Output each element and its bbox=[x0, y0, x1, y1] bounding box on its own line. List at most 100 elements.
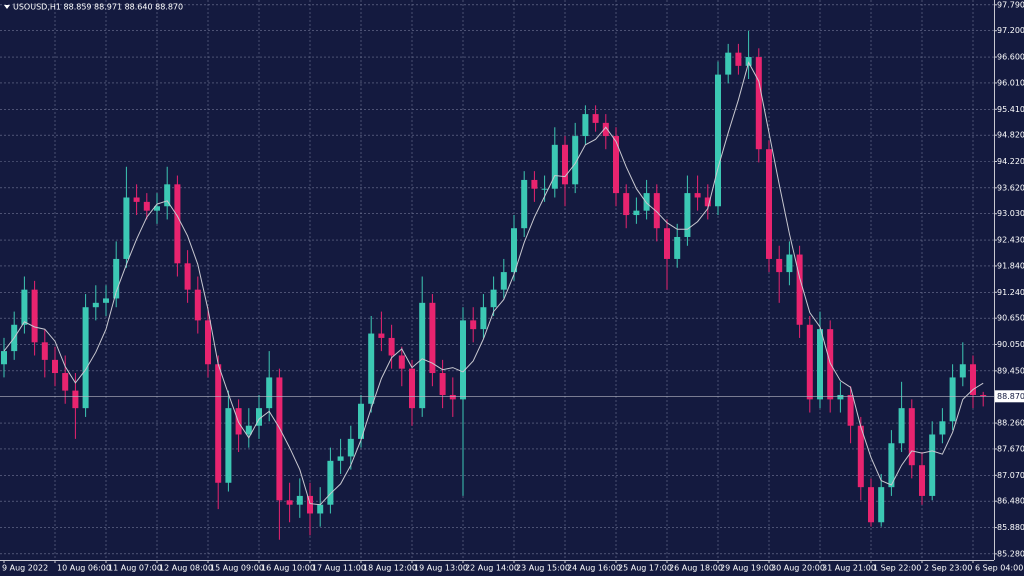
candle-body bbox=[613, 136, 619, 194]
candle-body bbox=[572, 136, 579, 185]
moving-average bbox=[3, 61, 984, 506]
x-tick-label: 29 Aug 19:00 bbox=[720, 564, 774, 573]
candle-body bbox=[796, 254, 803, 325]
candle-body bbox=[827, 329, 834, 400]
candle-body bbox=[194, 289, 201, 321]
candle-body bbox=[133, 197, 140, 202]
x-tick-label: 1 Sep 22:00 bbox=[873, 564, 921, 573]
x-tick-label: 17 Aug 11:00 bbox=[312, 564, 366, 573]
candle-body bbox=[388, 337, 395, 356]
x-tick-label: 19 Aug 13:00 bbox=[414, 564, 468, 573]
y-tick-label: 94.220 bbox=[997, 157, 1024, 166]
candle-body bbox=[480, 307, 487, 330]
candle-body bbox=[347, 438, 354, 457]
y-tick-label: 90.650 bbox=[997, 314, 1024, 323]
last-price-box bbox=[995, 390, 1024, 403]
candle-body bbox=[755, 57, 762, 150]
candle-body bbox=[521, 179, 528, 229]
candle-body bbox=[929, 434, 936, 496]
candle-body bbox=[62, 373, 69, 391]
y-tick-label: 91.840 bbox=[997, 261, 1024, 270]
candle-body bbox=[245, 425, 252, 435]
candle-body bbox=[704, 197, 711, 207]
x-tick-label: 24 Aug 16:00 bbox=[567, 564, 621, 573]
candle-body bbox=[154, 206, 160, 211]
y-tick-label: 86.480 bbox=[997, 497, 1024, 506]
candle-body bbox=[745, 57, 752, 66]
plot bbox=[0, 30, 994, 540]
candle-body bbox=[541, 188, 548, 190]
candle-body bbox=[562, 144, 568, 185]
candle-body bbox=[602, 122, 609, 137]
candle-body bbox=[52, 359, 58, 374]
candle-body bbox=[368, 333, 375, 404]
x-tick-label: 11 Aug 07:00 bbox=[108, 564, 162, 573]
candle-body bbox=[653, 193, 660, 229]
x-tick-label: 26 Aug 18:00 bbox=[669, 564, 723, 573]
candle-body bbox=[766, 149, 772, 259]
candle-body bbox=[215, 364, 222, 483]
candle-body bbox=[511, 228, 517, 273]
candle-body bbox=[174, 184, 181, 264]
candle-body bbox=[490, 289, 497, 308]
y-tick-label: 97.790 bbox=[997, 0, 1024, 9]
candle-body bbox=[113, 258, 120, 299]
x-tick-label: 23 Aug 15:00 bbox=[516, 564, 570, 573]
candle-body bbox=[276, 377, 283, 501]
candle-body bbox=[460, 320, 466, 400]
candle-body bbox=[449, 394, 456, 400]
x-tick-label: 22 Aug 14:00 bbox=[465, 564, 519, 573]
candle-body bbox=[715, 74, 721, 207]
candle-body bbox=[674, 236, 681, 259]
x-tick-label: 15 Aug 09:00 bbox=[210, 564, 264, 573]
candle-body bbox=[837, 394, 844, 400]
grid bbox=[0, 0, 994, 560]
y-tick-label: 95.410 bbox=[997, 105, 1024, 114]
x-tick-label: 6 Sep 04:00 bbox=[975, 564, 1023, 573]
candle-body bbox=[847, 394, 854, 426]
menu-arrow[interactable] bbox=[4, 5, 10, 9]
candle-body bbox=[307, 495, 313, 514]
y-tick-label: 96.010 bbox=[997, 78, 1024, 87]
candle-body bbox=[888, 443, 895, 488]
candle-body bbox=[643, 193, 650, 211]
candle-body bbox=[337, 456, 344, 461]
candle-body bbox=[143, 201, 150, 211]
candle-body bbox=[500, 272, 507, 290]
y-tick-label: 89.450 bbox=[997, 366, 1024, 375]
candle-body bbox=[735, 52, 742, 66]
candle-body bbox=[256, 408, 262, 426]
candle-body bbox=[664, 228, 670, 259]
candle-body bbox=[398, 355, 405, 369]
chart-title: USOUSD,H1 88.859 88.971 88.640 88.870 bbox=[13, 3, 183, 12]
candle-body bbox=[225, 408, 232, 483]
x-tick-label: 2 Sep 23:00 bbox=[924, 564, 972, 573]
candle-body bbox=[41, 342, 48, 360]
y-tick-label: 88.260 bbox=[997, 419, 1024, 428]
candle-body bbox=[31, 289, 38, 343]
candle-body bbox=[949, 377, 956, 422]
y-tick-label: 87.070 bbox=[997, 471, 1024, 480]
candle-body bbox=[266, 377, 273, 409]
candle-body bbox=[103, 298, 109, 303]
candle-body bbox=[725, 52, 732, 75]
x-tick-label: 9 Aug 2022 bbox=[2, 564, 48, 573]
candle-body bbox=[358, 403, 364, 439]
candle-body bbox=[592, 114, 599, 123]
candle-body bbox=[551, 144, 558, 189]
candle-body bbox=[439, 373, 446, 395]
candle-body bbox=[378, 333, 385, 338]
candle-body bbox=[694, 193, 701, 198]
candle-body bbox=[908, 408, 915, 466]
candle-body bbox=[776, 258, 783, 273]
candle-body bbox=[1, 351, 7, 365]
candle-body bbox=[317, 504, 324, 514]
y-tick-label: 93.620 bbox=[997, 183, 1024, 192]
y-tick-label: 87.670 bbox=[997, 444, 1024, 453]
y-tick-label: 85.880 bbox=[997, 523, 1024, 532]
y-tick-label: 96.600 bbox=[997, 53, 1024, 62]
candle-body bbox=[898, 408, 905, 444]
candle-body bbox=[857, 425, 864, 488]
